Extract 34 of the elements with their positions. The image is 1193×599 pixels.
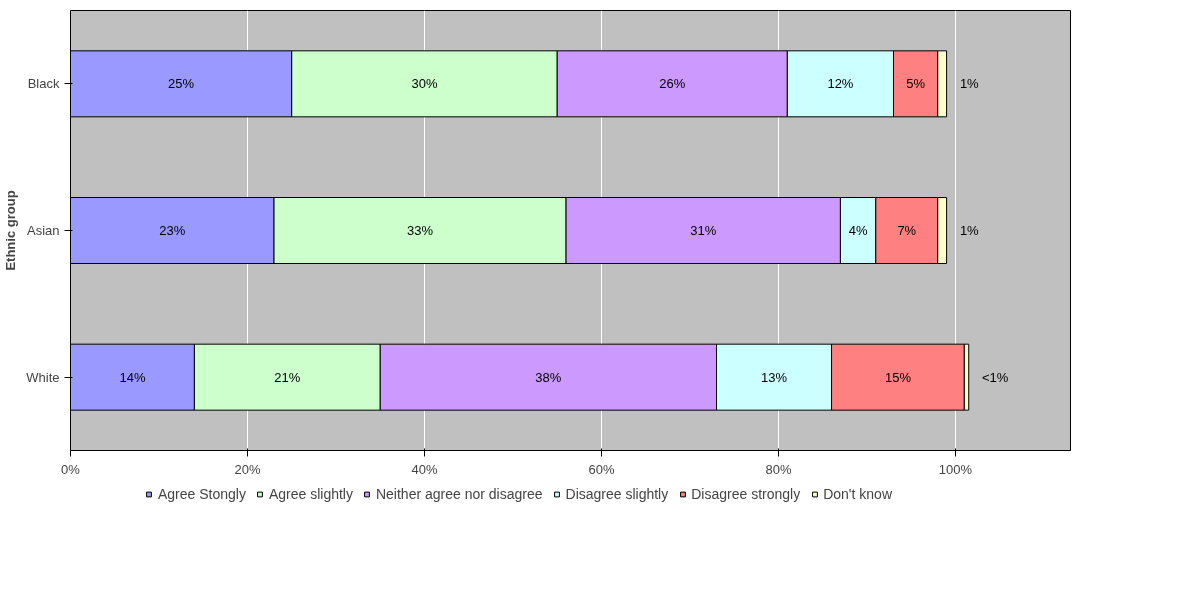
legend-label: Don't know	[823, 486, 892, 502]
x-tick-label: 60%	[588, 461, 615, 477]
y-tick-label: White	[26, 369, 60, 385]
data-label: 1%	[959, 76, 980, 92]
x-tick-label: 80%	[765, 461, 792, 477]
legend-label: Agree Stongly	[157, 486, 246, 502]
data-label: 12%	[827, 76, 854, 92]
legend-label: Neither agree nor disagree	[375, 486, 543, 502]
data-label: 7%	[897, 223, 917, 238]
data-label: 38%	[535, 369, 562, 385]
data-label: <1%	[982, 369, 1009, 385]
x-tick-label: 20%	[234, 461, 261, 477]
data-label: 15%	[884, 369, 912, 385]
y-tick-label: Asian	[26, 223, 60, 238]
data-label: 5%	[906, 76, 926, 92]
y-axis-title: Ethnic group	[3, 190, 19, 271]
data-label: 4%	[848, 223, 868, 238]
x-tick-label: 100%	[938, 461, 973, 477]
x-tick-label: 0%	[61, 461, 81, 477]
data-label: 26%	[659, 76, 686, 92]
data-label: 31%	[690, 223, 717, 238]
data-label: 21%	[274, 369, 301, 385]
legend-label: Disagree slightly	[565, 486, 669, 502]
data-label: 23%	[159, 223, 186, 238]
legend-label: Agree slightly	[268, 486, 353, 502]
data-label: 1%	[959, 223, 980, 238]
data-label: 13%	[761, 369, 788, 385]
legend-label: Disagree strongly	[691, 486, 801, 502]
data-label: 14%	[119, 369, 146, 385]
y-tick-label: Black	[27, 76, 60, 92]
x-tick-label: 40%	[411, 461, 438, 477]
data-label: 25%	[168, 76, 195, 92]
data-label: 33%	[407, 223, 434, 238]
data-label: 30%	[411, 76, 438, 92]
